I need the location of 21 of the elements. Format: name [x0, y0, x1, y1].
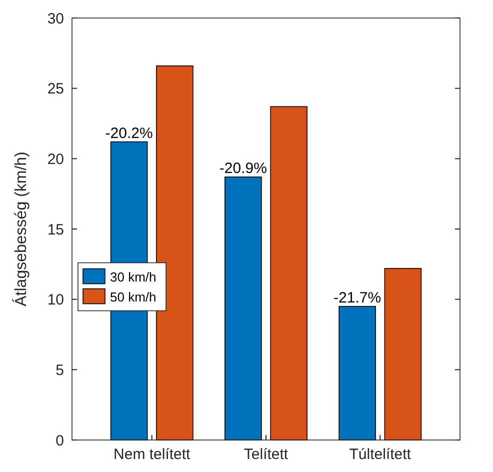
x-tick-label: Nem telített: [114, 446, 192, 463]
bar: [338, 306, 376, 440]
bar: [384, 268, 422, 440]
y-tick-label: 15: [47, 221, 64, 238]
y-tick-label: 0: [56, 432, 64, 450]
y-axis-title: Átlagsebesség (km/h): [12, 152, 30, 306]
y-tick-label: 10: [47, 292, 64, 309]
x-tick-label: Túltelített: [349, 446, 412, 463]
bar: [156, 65, 194, 440]
legend-label: 50 km/h: [110, 289, 156, 304]
bar: [270, 106, 308, 440]
y-tick-label: 20: [47, 150, 64, 168]
annotation: -20.9%: [219, 160, 267, 177]
x-tick-label: Telített: [244, 446, 289, 463]
bar: [224, 176, 262, 440]
y-tick-label: 30: [47, 10, 64, 28]
annotation: -21.7%: [334, 289, 382, 306]
legend-label: 30 km/h: [110, 269, 156, 284]
y-tick-label: 5: [56, 362, 64, 379]
annotation: -20.2%: [105, 124, 153, 142]
y-tick-label: 25: [47, 80, 64, 98]
